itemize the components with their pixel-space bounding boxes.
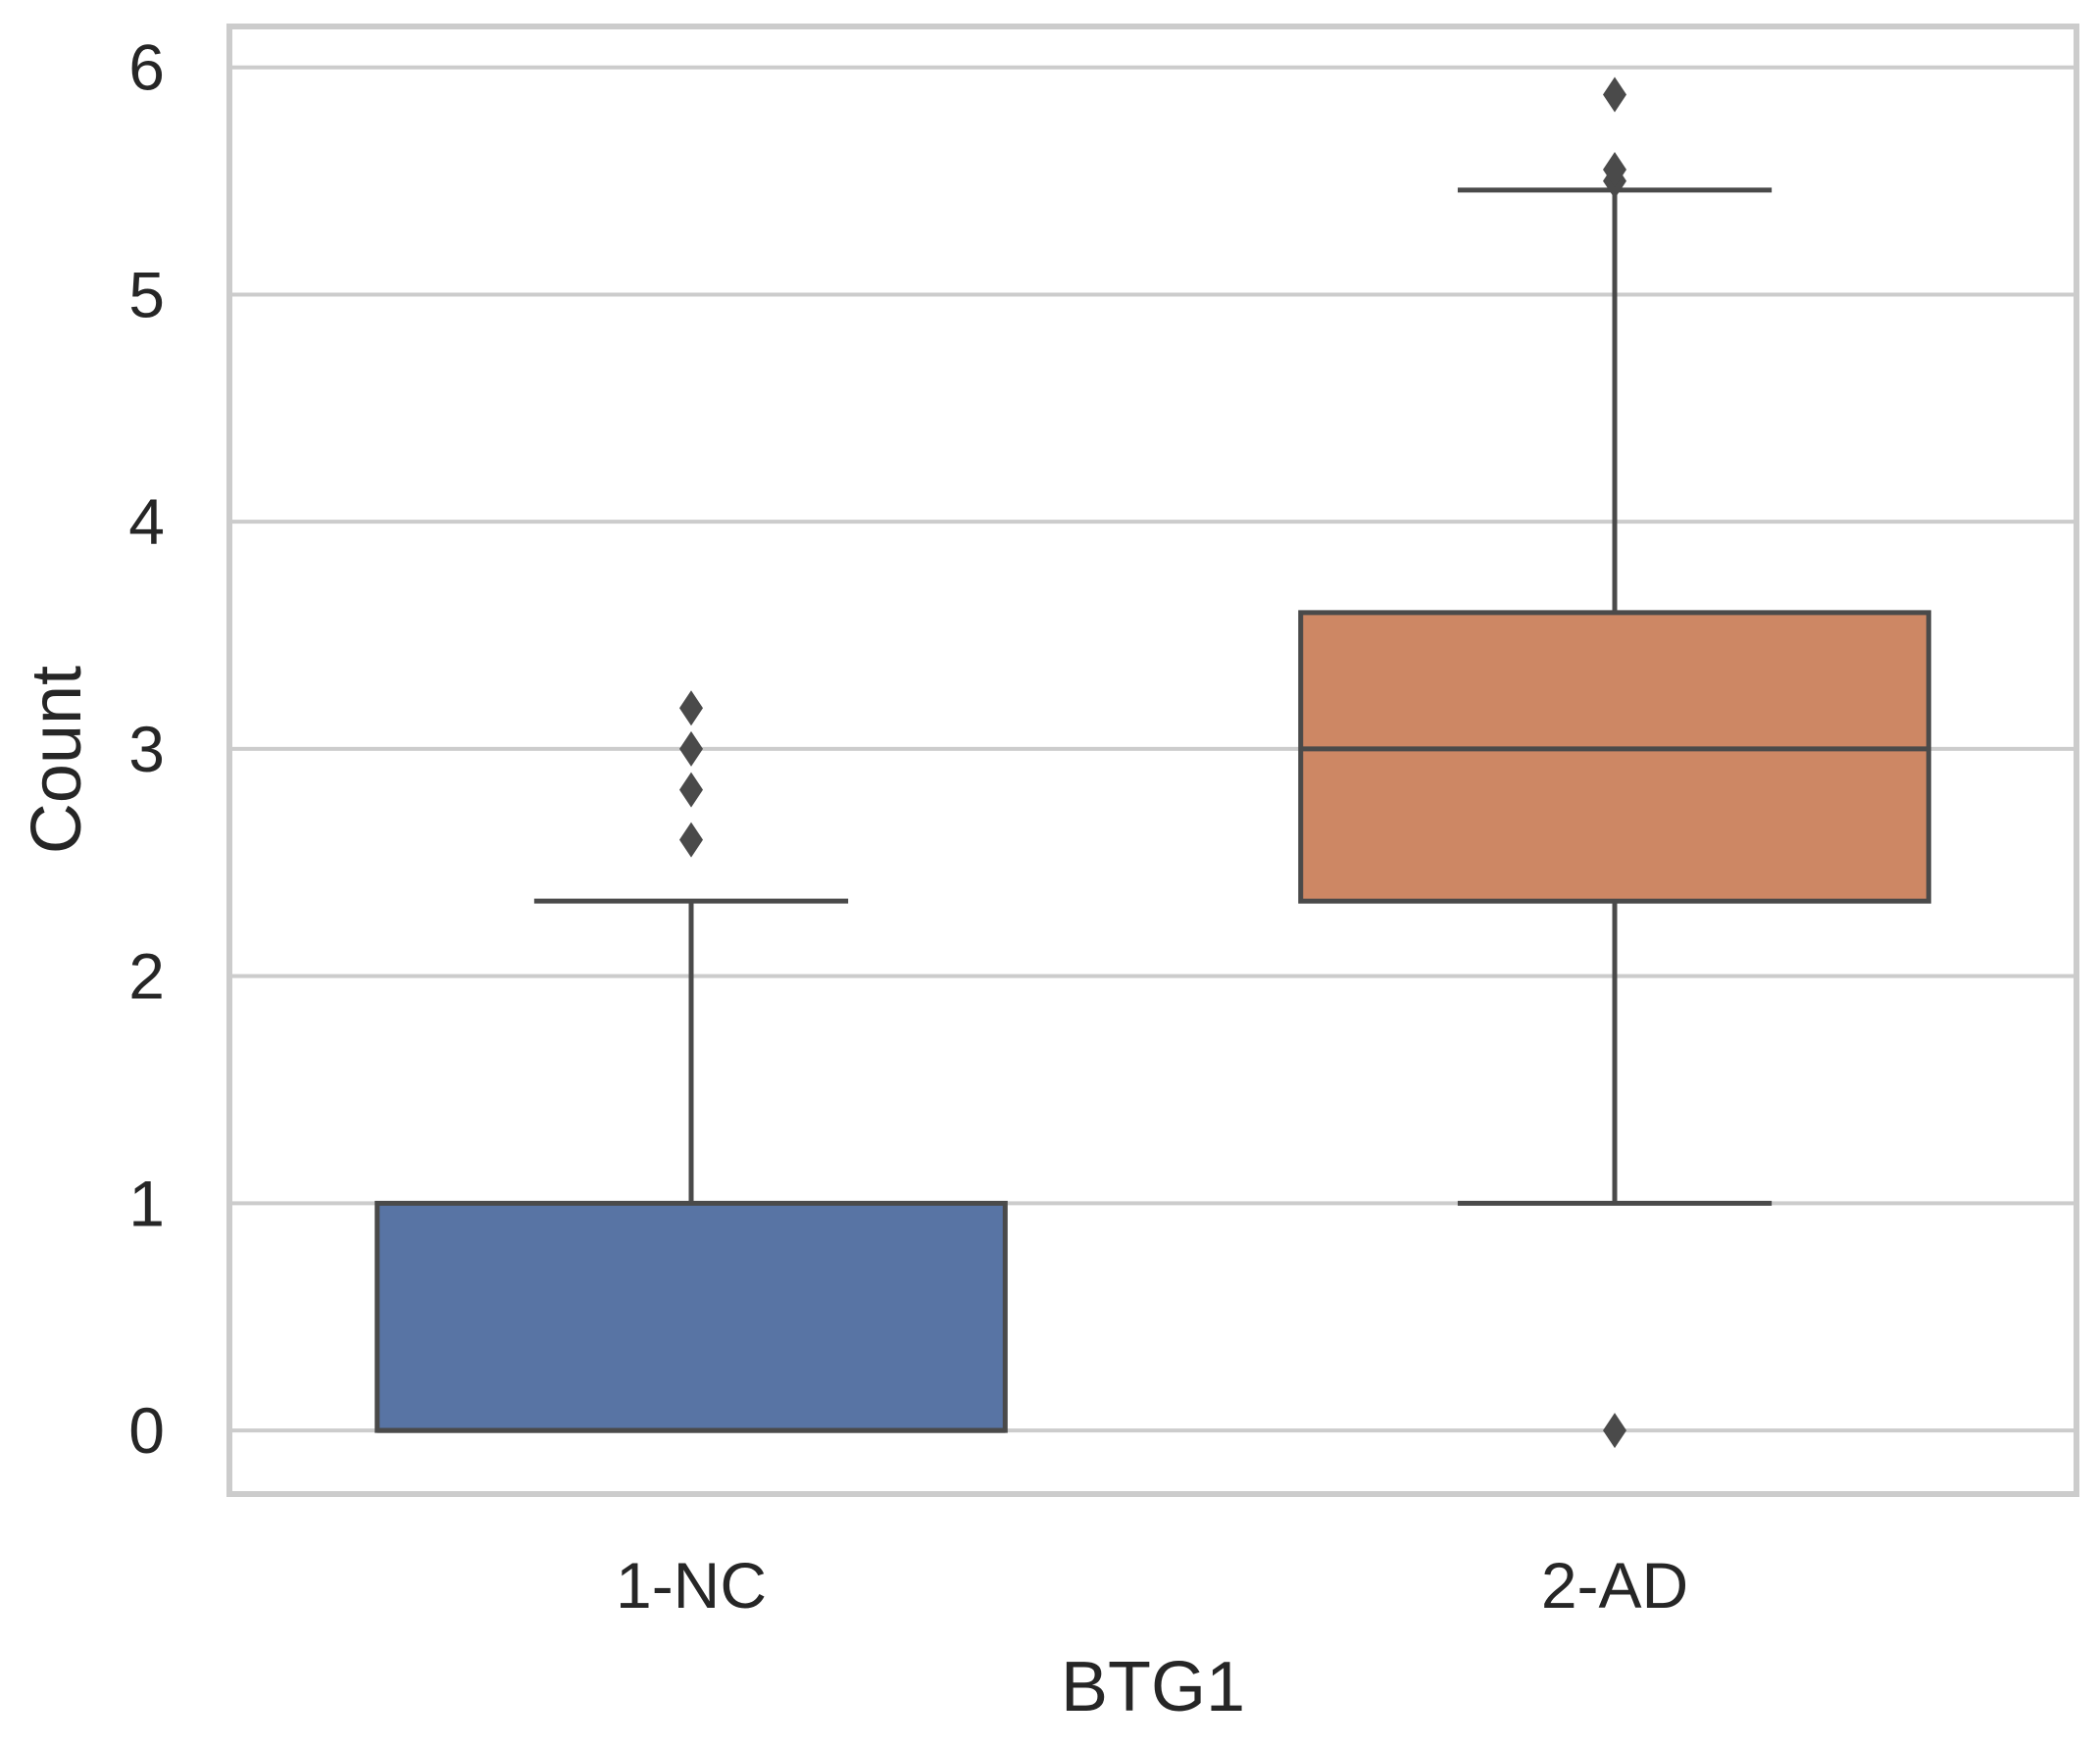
outlier-point: [1603, 1413, 1626, 1449]
y-axis-label: Count: [18, 666, 96, 854]
y-tick-label: 2: [128, 940, 165, 1013]
box-iqr: [1298, 610, 1931, 904]
outlier-point: [1603, 76, 1626, 113]
x-tick-label: 2-AD: [1541, 1549, 1688, 1622]
outlier-point: [1603, 151, 1626, 187]
outlier-point: [679, 690, 703, 726]
y-tick-label: 1: [128, 1167, 165, 1239]
y-tick-label: 5: [128, 258, 165, 330]
x-tick-label: 1-NC: [616, 1549, 767, 1622]
outlier-point: [679, 730, 703, 767]
y-tick-label: 3: [128, 713, 165, 785]
plot-frame: [226, 24, 2079, 1497]
outlier-point: [679, 822, 703, 858]
box-1-NC: [375, 690, 1008, 1433]
box-2-AD: [1298, 76, 1931, 1449]
tick-labels: 0 1 2 3 4 5 6 1-NC 2-AD: [128, 31, 1688, 1622]
y-tick-label: 0: [128, 1394, 165, 1467]
boxes: [375, 76, 1931, 1449]
y-tick-label: 6: [128, 31, 165, 104]
y-tick-label: 4: [128, 485, 165, 558]
x-axis-label: BTG1: [1061, 1648, 1245, 1726]
box-iqr: [375, 1200, 1008, 1433]
outlier-point: [679, 772, 703, 808]
